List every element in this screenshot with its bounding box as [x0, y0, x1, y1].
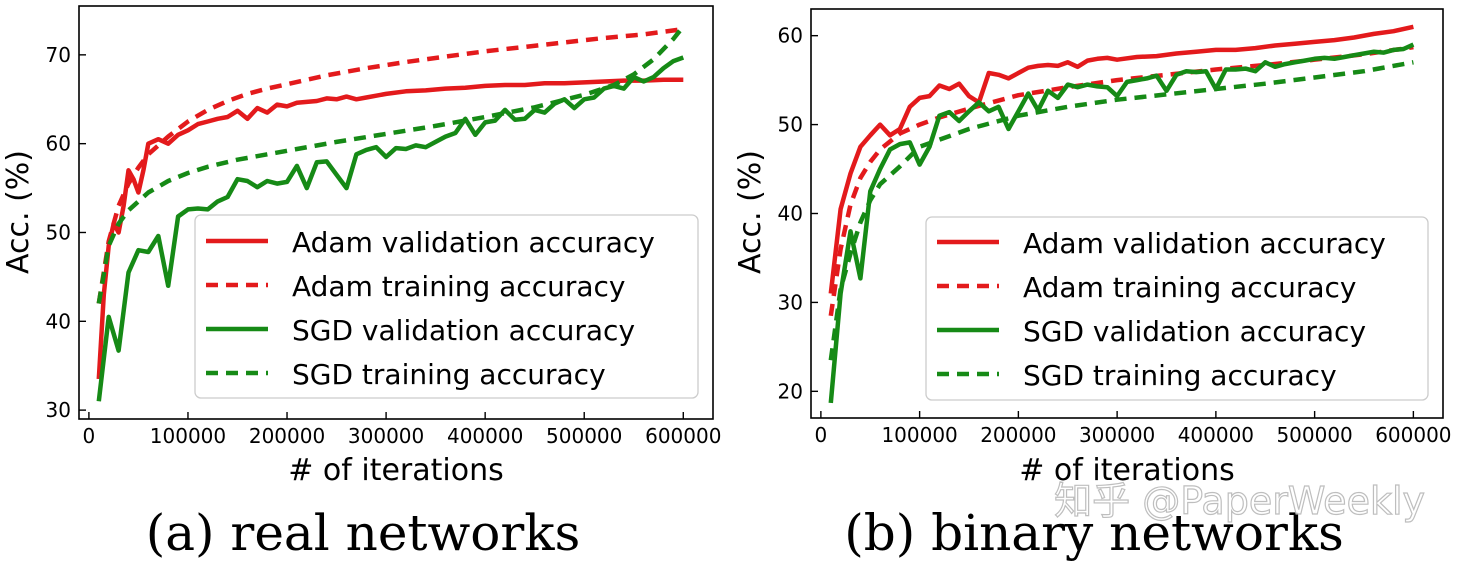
caption-a: (a) real networks: [146, 504, 581, 562]
legend: Adam validation accuracy Adam training a…: [194, 214, 699, 399]
y-tick-label: 50: [778, 113, 803, 137]
x-tick-label: 400000: [1178, 423, 1254, 447]
x-tick-label: 200000: [980, 423, 1056, 447]
panel-binary-networks: 0 100000 200000 300000 400000 500000 600000 20 3…: [733, 8, 1452, 562]
series-line-sgd-validation-accuracy: [96, 55, 685, 402]
ticks-layer: 0 100000 200000 300000 400000 500000 600000 20 3…: [778, 24, 1452, 447]
legend-label-sgd-training: SGD training accuracy: [1023, 359, 1337, 392]
ticks-layer: 0 100000 200000 300000 400000 500000 600000 30 4…: [46, 43, 722, 448]
watermark: 知乎 @PaperWeekly: [1054, 479, 1425, 523]
x-tick-label: 500000: [1276, 423, 1352, 447]
y-tick-label: 30: [46, 398, 71, 422]
legend-label-sgd-validation: SGD validation accuracy: [292, 314, 635, 347]
series-line-sgd-training-accuracy: [828, 60, 1414, 361]
series-line-adam-validation-accuracy: [96, 77, 684, 380]
plot-frame: [78, 5, 714, 420]
panel-real-networks: 0 100000 200000 300000 400000 500000 600000 30 4…: [1, 5, 722, 562]
legend-label-adam-training: Adam training accuracy: [1023, 271, 1356, 304]
y-axis-label: Acc. (%): [1, 150, 36, 274]
series-line-adam-training-accuracy: [96, 26, 684, 304]
series-line-adam-training-accuracy: [828, 44, 1414, 317]
x-tick-label: 300000: [348, 424, 424, 448]
series-line-sgd-validation-accuracy: [828, 42, 1415, 404]
legend-label-adam-validation: Adam validation accuracy: [292, 226, 655, 259]
legend-frame: [925, 216, 1429, 401]
x-axis-label: # of iterations: [1019, 453, 1235, 488]
series-line-sgd-training-accuracy: [96, 25, 686, 304]
series-layer: [828, 24, 1415, 404]
legend-frame: [194, 214, 699, 399]
x-tick-label: 400000: [447, 424, 523, 448]
x-tick-label: 300000: [1079, 423, 1155, 447]
y-axis-label: Acc. (%): [733, 150, 768, 274]
x-tick-label: 600000: [645, 424, 721, 448]
legend-label-adam-validation: Adam validation accuracy: [1023, 227, 1386, 260]
x-tick-label: 100000: [881, 423, 957, 447]
series-layer: [96, 25, 686, 402]
y-tick-label: 60: [778, 24, 803, 48]
x-tick-label: 0: [815, 423, 828, 447]
y-tick-label: 40: [46, 309, 71, 333]
y-tick-label: 40: [778, 202, 803, 226]
y-tick-label: 60: [46, 132, 71, 156]
legend: Adam validation accuracy Adam training a…: [925, 216, 1429, 401]
y-tick-label: 70: [46, 43, 71, 67]
legend-label-sgd-validation: SGD validation accuracy: [1023, 315, 1366, 348]
x-tick-label: 600000: [1375, 423, 1451, 447]
legend-label-sgd-training: SGD training accuracy: [292, 358, 606, 391]
x-tick-label: 200000: [249, 424, 325, 448]
x-tick-label: 0: [83, 424, 96, 448]
y-tick-label: 50: [46, 220, 71, 244]
x-tick-label: 500000: [546, 424, 622, 448]
legend-label-adam-training: Adam training accuracy: [292, 270, 625, 303]
x-axis-label: # of iterations: [288, 453, 504, 488]
y-tick-label: 20: [778, 379, 803, 403]
x-tick-label: 100000: [150, 424, 226, 448]
y-tick-label: 30: [778, 290, 803, 314]
caption-b: (b) binary networks: [844, 504, 1344, 562]
series-line-adam-validation-accuracy: [828, 24, 1414, 294]
